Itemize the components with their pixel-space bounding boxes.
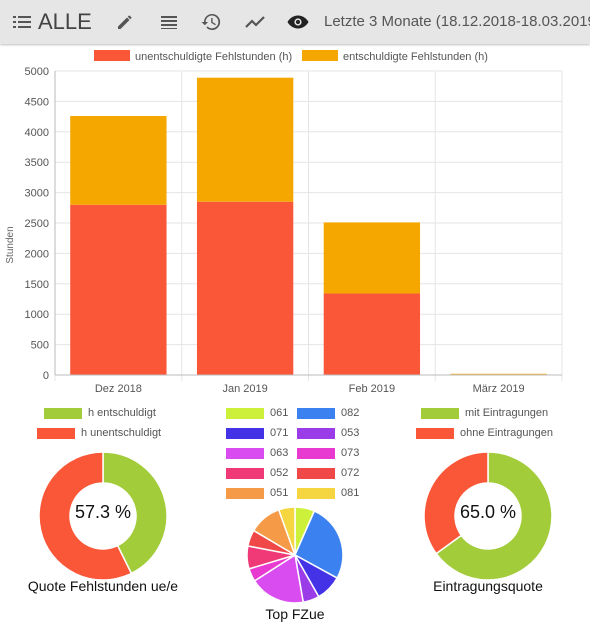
chart-title-top-fzue: Top FZue <box>265 606 325 622</box>
legend-swatch <box>297 487 335 499</box>
legend-label: h entschuldigt <box>88 407 156 419</box>
legend-item-073[interactable]: 073 <box>297 447 359 459</box>
y-tick-label: 3000 <box>25 188 49 200</box>
x-tick-label: Jan 2019 <box>222 383 267 395</box>
legend-label: 082 <box>341 407 360 419</box>
y-tick-label: 3500 <box>25 157 49 169</box>
legend-swatch <box>226 487 264 499</box>
date-range-label: Letzte 3 Monate (18.12.2018-18.03.2019) <box>324 13 590 30</box>
legend-item-071[interactable]: 071 <box>226 427 288 439</box>
x-tick-label: März 2019 <box>473 383 525 395</box>
legend-item-052[interactable]: 052 <box>226 467 288 479</box>
legend-swatch <box>226 427 264 439</box>
bar-segment-unexcused[interactable] <box>323 293 421 375</box>
list-icon[interactable] <box>156 0 182 44</box>
pie-slice-063[interactable] <box>253 553 305 604</box>
legend-item-081[interactable]: 081 <box>297 487 359 499</box>
legend-label: 081 <box>341 487 360 499</box>
chart-title-eintragungsquote: Eintragungsquote <box>433 578 543 594</box>
legend-item-1[interactable]: entschuldigte Fehlstunden (h) <box>302 50 488 63</box>
bar-segment-excused[interactable] <box>196 77 294 202</box>
legend-swatch <box>37 427 75 439</box>
legend-label: ohne Eintragungen <box>460 427 553 439</box>
legend-swatch <box>297 427 335 439</box>
legend-item-063[interactable]: 063 <box>226 447 288 459</box>
legend-item-082[interactable]: 082 <box>297 407 359 419</box>
legend-item-072[interactable]: 072 <box>297 467 359 479</box>
legend-item-061[interactable]: 061 <box>226 407 288 419</box>
pie-slice-mit-Eintragungen[interactable] <box>435 451 553 581</box>
legend-label: 071 <box>270 427 289 439</box>
bar-segment-unexcused[interactable] <box>196 201 294 375</box>
trend-line-icon[interactable] <box>242 0 268 44</box>
donut-center-label: 65.0 % <box>459 502 517 522</box>
legend-swatch <box>226 447 264 459</box>
chart-title-quote: Quote Fehlstunden ue/e <box>27 578 179 594</box>
legend-item-with-entries[interactable]: mit Eintragungen <box>421 407 548 419</box>
legend-label: 052 <box>270 467 289 479</box>
stacked-bar-chart: unentschuldigte Fehlstunden (h) entschuld… <box>5 50 563 395</box>
legend-label: 072 <box>341 467 360 479</box>
bar-segment-excused[interactable] <box>323 222 421 294</box>
bar-segment-unexcused[interactable] <box>70 204 167 375</box>
legend-item-0[interactable]: unentschuldigte Fehlstunden (h) <box>94 50 292 63</box>
legend-item-unexcused[interactable]: h unentschuldigt <box>37 427 161 439</box>
donut-chart-eintragungsquote <box>423 451 553 581</box>
donut-chart-quote <box>38 451 168 581</box>
legend-label: 073 <box>341 447 360 459</box>
legend-label: h unentschuldigt <box>81 427 162 439</box>
legend-item-without-entries[interactable]: ohne Eintragungen <box>416 427 553 439</box>
page-title: ALLE <box>38 9 92 34</box>
legend-item-051[interactable]: 051 <box>226 487 288 499</box>
y-axis-label: Stunden <box>5 226 16 263</box>
legend-swatch <box>302 50 338 61</box>
legend-swatch <box>416 427 454 439</box>
bar-segment-excused[interactable] <box>450 373 547 375</box>
donut-center-label: 57.3 % <box>74 502 132 522</box>
pie-slice-h-unentschuldigt[interactable] <box>38 451 133 581</box>
y-tick-label: 2000 <box>25 248 49 260</box>
legend-label: 061 <box>270 407 289 419</box>
y-tick-label: 4500 <box>25 96 49 108</box>
legend-label: 063 <box>270 447 289 459</box>
list-menu-icon[interactable] <box>10 0 34 44</box>
x-tick-label: Feb 2019 <box>349 383 395 395</box>
pie-chart-top-fzue <box>246 506 344 604</box>
legend-label: mit Eintragungen <box>465 407 549 419</box>
legend-swatch <box>226 467 264 479</box>
legend-swatch <box>297 467 335 479</box>
history-icon[interactable] <box>198 0 224 44</box>
legend-item-053[interactable]: 053 <box>297 427 359 439</box>
pie-slice-h-entschuldigt[interactable] <box>102 451 168 575</box>
legend-label: 051 <box>270 487 289 499</box>
legend-swatch <box>44 407 82 419</box>
y-tick-label: 500 <box>31 340 49 352</box>
legend-swatch <box>297 447 335 459</box>
y-tick-label: 4000 <box>25 127 49 139</box>
bar-segment-excused[interactable] <box>70 115 167 205</box>
y-tick-label: 2500 <box>25 218 49 230</box>
legend-swatch <box>94 50 130 61</box>
legend-label: unentschuldigte Fehlstunden (h) <box>135 51 292 63</box>
y-tick-label: 1000 <box>25 309 49 321</box>
legend-label: entschuldigte Fehlstunden (h) <box>343 51 488 63</box>
y-tick-label: 5000 <box>25 66 49 78</box>
toolbar: ALLE Letzte 3 Monate (18.12.2018-18.03.2… <box>0 0 590 44</box>
legend-swatch <box>297 407 335 419</box>
pie-slice-ohne-Eintragungen[interactable] <box>423 451 489 555</box>
legend-swatch <box>226 407 264 419</box>
pie-slice-081[interactable] <box>277 506 296 556</box>
x-tick-label: Dez 2018 <box>95 383 142 395</box>
legend-swatch <box>421 407 459 419</box>
legend-label: 053 <box>341 427 360 439</box>
y-tick-label: 1500 <box>25 279 49 291</box>
eye-icon[interactable] <box>284 0 312 44</box>
pencil-icon[interactable] <box>112 0 138 44</box>
y-tick-label: 0 <box>43 370 49 382</box>
legend-item-excused[interactable]: h entschuldigt <box>44 407 156 419</box>
